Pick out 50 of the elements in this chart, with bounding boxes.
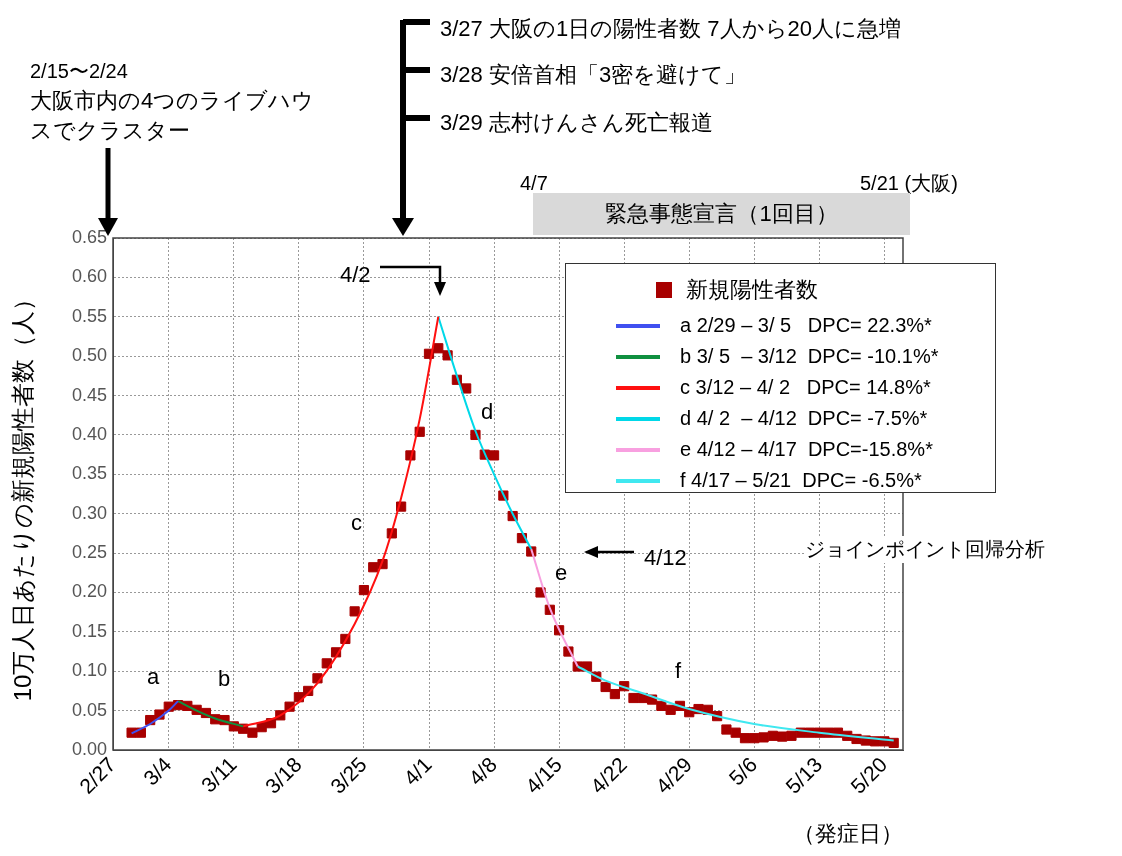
x-tick-label: 3/11 [196,752,241,797]
x-tick-label: 4/1 [399,752,436,790]
x-tick-label: 3/18 [260,752,306,798]
y-tick-label: 0.05 [71,699,107,720]
text: 3/29 志村けんさん死亡報道 [440,109,713,137]
x-axis-title: （発症日） [793,820,903,846]
x-tick-label: 5/6 [724,752,762,790]
y-tick-label: 0.20 [71,581,107,602]
y-tick-label: 0.30 [71,502,107,523]
annotation: f [675,657,682,685]
y-axis-title: 10万人日あたりの新規陽性者数（人） [9,286,37,702]
text: 3/28 安倍首相「3密を避けて」 [440,61,747,89]
y-tick-label: 0.25 [71,542,107,563]
annotation: d [481,398,494,426]
text: 2/15〜2/24 [30,59,128,84]
annotation: ジョインポイント回帰分析 [805,536,1045,563]
x-tick-label: 4/15 [520,752,567,798]
y-tick-label: 0.50 [71,345,107,366]
legend-label: 新規陽性者数 [686,276,818,304]
legend-label: d 4/ 2 – 4/12 DPC= -7.5%* [680,407,928,430]
text: 大阪市内の4つのライブハウスでクラスター [30,87,315,145]
annotation: a [147,663,160,691]
y-tick-label: 0.10 [71,660,107,681]
annotation: 4/2 [340,261,371,289]
legend-label: f 4/17 – 5/21 DPC= -6.5%* [680,469,922,492]
y-tick-label: 0.15 [71,620,107,641]
y-tick-label: 0.65 [71,226,107,247]
x-tick-label: 4/8 [464,752,501,790]
text: 3/27 大阪の1日の陽性者数 7人から20人に急増 [440,15,901,43]
x-tick-label: 4/22 [585,752,632,798]
text: 4/7 [520,171,548,196]
x-tick-label: 5/13 [781,752,827,798]
legend-label: a 2/29 – 3/ 5 DPC= 22.3%* [680,314,932,337]
legend-label: e 4/12 – 4/17 DPC=-15.8%* [680,438,933,461]
y-tick-label: 0.40 [71,423,107,444]
annotation: c [351,509,362,537]
text: 5/21 (大阪) [860,171,958,196]
annotation: 4/12 [644,544,687,572]
legend-label: c 3/12 – 4/ 2 DPC= 14.8%* [680,376,931,399]
y-tick-label: 0.55 [71,305,107,326]
annotation: e [555,559,568,587]
y-tick-label: 0.35 [71,463,107,484]
y-tick-label: 0.60 [71,266,107,287]
x-tick-label: 5/20 [846,752,892,798]
annotation: b [218,665,231,693]
y-tick-label: 0.45 [71,384,107,405]
text: 緊急事態宣言（1回目） [533,193,910,235]
x-tick-label: 3/4 [138,752,176,790]
x-tick-label: 4/29 [651,752,697,798]
legend-label: b 3/ 5 – 3/12 DPC= -10.1%* [680,345,939,368]
